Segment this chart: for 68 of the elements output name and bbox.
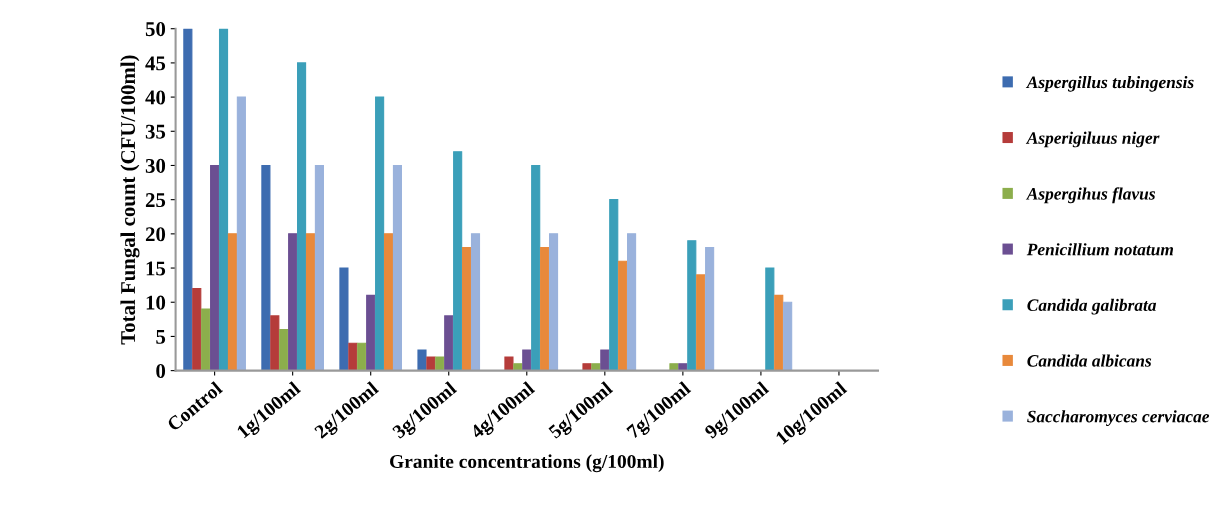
- bar: [600, 349, 610, 371]
- bar: [618, 260, 628, 371]
- bar: [348, 342, 358, 371]
- bar: [678, 363, 688, 371]
- bar: [375, 96, 385, 371]
- bar: [392, 164, 403, 371]
- bar: [444, 315, 454, 371]
- y-tick-label: 30: [145, 158, 166, 173]
- y-tick-label: 15: [146, 261, 166, 276]
- bar: [297, 62, 307, 371]
- x-axis-title: Granite concentrations (g/100ml): [390, 454, 664, 473]
- bar: [548, 233, 559, 371]
- bar: [687, 240, 697, 371]
- legend-label: Saccharomyces cerviacae: [1027, 410, 1210, 426]
- y-tick-label: 40: [145, 90, 166, 105]
- bar: [462, 246, 472, 371]
- bar: [270, 315, 280, 371]
- y-tick-label: 50: [145, 22, 166, 37]
- legend-label: Penicillium notatum: [1026, 243, 1174, 256]
- bar: [183, 28, 193, 371]
- y-tick-label: 45: [145, 56, 166, 71]
- y-axis-title: Total Fungal count (CFU/100ml): [120, 55, 140, 345]
- bar: [210, 164, 220, 371]
- bar: [504, 356, 514, 371]
- bar: [279, 329, 289, 371]
- bar: [627, 233, 637, 371]
- y-tick-label: 5: [156, 330, 166, 344]
- bar: [383, 233, 394, 371]
- bar: [513, 363, 523, 371]
- bar: [201, 308, 211, 371]
- bar: [705, 246, 715, 371]
- bar: [591, 363, 601, 371]
- bar: [218, 28, 229, 371]
- y-tick-label: 20: [145, 227, 166, 242]
- bar: [531, 164, 541, 371]
- y-tick-label: 0: [156, 363, 166, 379]
- bar: [669, 363, 679, 371]
- bar: [522, 349, 532, 371]
- bar: [582, 363, 592, 371]
- y-tick-label: 10: [146, 295, 166, 310]
- bar: [426, 356, 436, 371]
- bar: [314, 164, 324, 371]
- bar: [357, 342, 367, 371]
- bar: [227, 233, 238, 371]
- bar: [765, 267, 775, 371]
- legend-label: Asperigiluus niger: [1025, 131, 1160, 148]
- y-tick-label: 25: [145, 193, 166, 208]
- bar: [774, 294, 784, 371]
- bar: [288, 233, 298, 371]
- legend-label: Aspergihus flavus: [1025, 187, 1156, 204]
- bar: [417, 349, 427, 371]
- bar: [453, 151, 463, 371]
- bar: [366, 294, 376, 371]
- bar: [261, 164, 271, 371]
- bar: [470, 233, 481, 371]
- y-tick-label: 35: [145, 124, 166, 139]
- bar: [435, 356, 445, 371]
- bar: [192, 288, 202, 371]
- bar: [783, 301, 793, 371]
- bar: [305, 233, 316, 371]
- legend-label: Aspergillus tubingensis: [1025, 75, 1194, 92]
- bar: [236, 96, 246, 371]
- legend-label: Candida galibrata: [1027, 298, 1157, 315]
- bar: [540, 246, 550, 371]
- bar: [339, 267, 349, 371]
- bar: [609, 199, 619, 371]
- bar: [696, 274, 706, 371]
- legend-label: Candida albicans: [1027, 354, 1152, 367]
